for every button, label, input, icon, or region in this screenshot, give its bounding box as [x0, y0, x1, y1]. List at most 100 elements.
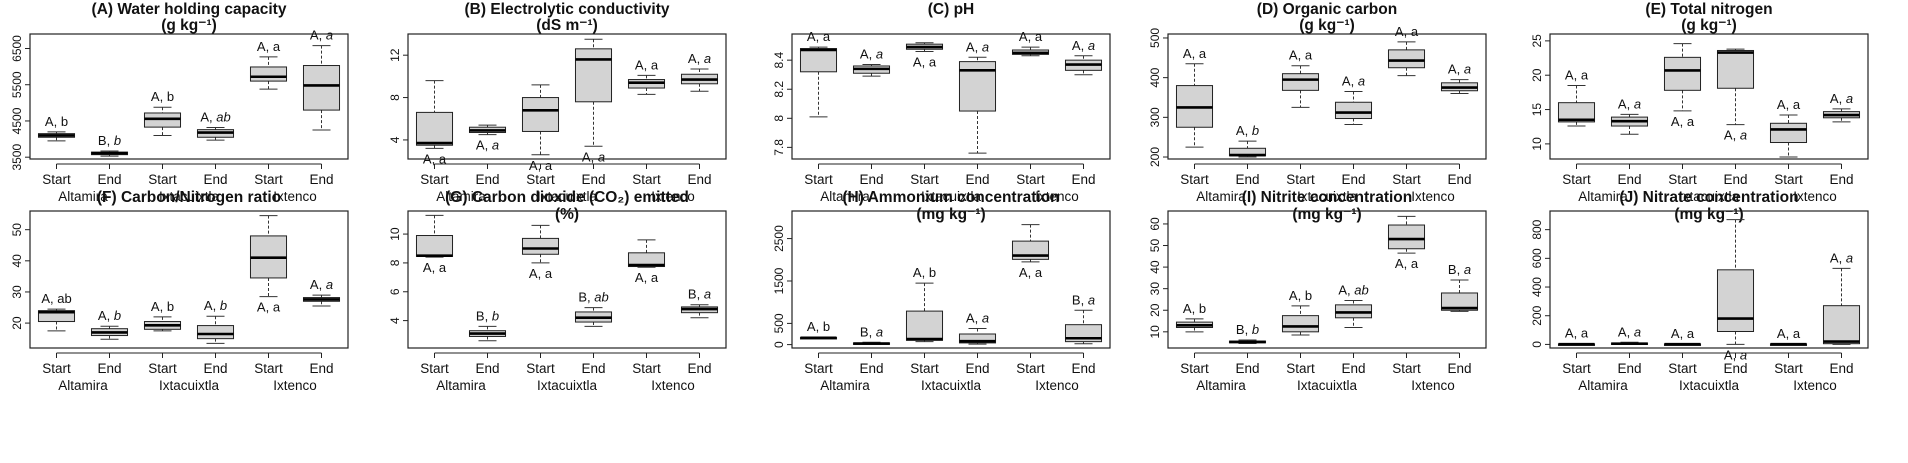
- significance-prefix: A,: [807, 29, 823, 44]
- significance-prefix: A,: [913, 265, 929, 280]
- significance-prefix: A,: [204, 298, 220, 313]
- significance-letter: b: [1252, 322, 1259, 337]
- box-5: A, a: [249, 39, 288, 90]
- significance-letter: a: [545, 158, 553, 173]
- panel-i: (I) Nitrite concentration(mg kg⁻¹) 10 20 30…: [1148, 189, 1487, 393]
- significance-prefix: A,: [1236, 123, 1252, 138]
- x-tick-label: End: [1723, 172, 1747, 187]
- panel-subtitle: (dS m⁻¹): [536, 17, 598, 34]
- plot-frame: [1167, 210, 1487, 349]
- site-label: Ixtenco: [1793, 189, 1837, 204]
- x-tick-label: End: [1235, 172, 1259, 187]
- panel-subtitle: (g kg⁻¹): [1299, 17, 1355, 34]
- box-iqr: [1663, 56, 1702, 91]
- site-label: Ixtenco: [1411, 378, 1455, 393]
- panel-d: (D) Organic carbon(g kg⁻¹) 200 300 400 500 St…: [1148, 1, 1487, 204]
- y-tick-label: 20: [10, 316, 24, 330]
- significance-label: B, a: [688, 287, 711, 302]
- site-label: Ixtenco: [651, 378, 695, 393]
- significance-prefix: A,: [1342, 74, 1358, 89]
- significance-label: A, a: [257, 39, 281, 54]
- box-iqr: [1387, 49, 1426, 69]
- y-tick-label: 8: [388, 94, 402, 101]
- box-1: A, b: [1175, 301, 1214, 333]
- box-iqr: [1334, 101, 1373, 120]
- box-6: A, a: [302, 28, 341, 131]
- significance-letter: a: [1358, 74, 1365, 89]
- significance-letter: a: [1687, 114, 1695, 129]
- significance-prefix: A,: [913, 54, 929, 69]
- significance-label: A, ab: [1338, 283, 1368, 298]
- box-iqr: [1716, 269, 1755, 333]
- box-4: A, a: [1334, 74, 1373, 125]
- significance-label: B, a: [1072, 292, 1095, 307]
- x-tick-label: Start: [804, 361, 833, 376]
- significance-letter: a: [545, 266, 553, 281]
- box-1: A, a: [1557, 326, 1596, 346]
- significance-label: A, a: [1724, 347, 1747, 362]
- box-iqr: [1281, 315, 1320, 333]
- y-tick-label: 8.4: [772, 51, 786, 68]
- significance-letter: a: [439, 260, 447, 275]
- significance-letter: b: [167, 299, 174, 314]
- y-tick-label: 300: [1148, 107, 1162, 127]
- significance-letter: a: [929, 54, 937, 69]
- box-iqr: [958, 333, 997, 344]
- y-tick-label: 6500: [10, 35, 24, 62]
- y-tick-label: 7.8: [772, 139, 786, 156]
- significance-prefix: A,: [257, 300, 273, 315]
- significance-letter: b: [1252, 123, 1259, 138]
- significance-label: A, a: [1565, 68, 1589, 83]
- box-iqr: [1387, 224, 1426, 250]
- box-3: A, a: [1663, 326, 1702, 346]
- x-tick-label: End: [203, 361, 227, 376]
- significance-label: A, a: [1395, 256, 1419, 271]
- x-tick-label: End: [203, 172, 227, 187]
- panel-title: (I) Nitrite concentration: [1242, 189, 1413, 206]
- x-tick-label: Start: [804, 172, 833, 187]
- significance-prefix: A,: [151, 89, 167, 104]
- significance-letter: a: [1088, 292, 1095, 307]
- x-tick-label: Start: [1668, 172, 1697, 187]
- significance-letter: b: [61, 114, 68, 129]
- significance-label: A, a: [913, 54, 937, 69]
- significance-prefix: A,: [582, 149, 598, 164]
- y-tick-label: 500: [772, 313, 786, 333]
- box-iqr: [37, 310, 76, 323]
- y-tick-label: 4: [388, 317, 402, 324]
- site-label: Altamira: [58, 189, 108, 204]
- significance-prefix: A,: [1618, 324, 1634, 339]
- y-tick-label: 200: [1530, 305, 1544, 325]
- x-tick-label: End: [1341, 361, 1365, 376]
- box-iqr: [249, 66, 288, 82]
- box-5: A, a: [1011, 224, 1050, 280]
- significance-letter: a: [1305, 48, 1313, 63]
- significance-label: B, a: [1448, 262, 1471, 277]
- significance-letter: a: [1793, 97, 1801, 112]
- significance-prefix: A,: [688, 51, 704, 66]
- site-label: Ixtacuixtla: [1679, 189, 1740, 204]
- significance-letter: a: [1687, 326, 1695, 341]
- significance-letter: a: [1581, 326, 1589, 341]
- y-tick-label: 20: [1530, 68, 1544, 82]
- y-tick-label: 60: [1148, 217, 1162, 231]
- y-tick-label: 25: [1530, 34, 1544, 48]
- x-tick-label: End: [1617, 172, 1641, 187]
- x-tick-label: End: [965, 361, 989, 376]
- significance-prefix: A,: [1724, 347, 1740, 362]
- y-tick-label: 20: [1148, 303, 1162, 317]
- significance-letter: b: [114, 308, 121, 323]
- box-3: A, a: [521, 224, 560, 281]
- significance-label: A, a: [1395, 24, 1419, 39]
- site-label: Ixtenco: [1411, 189, 1455, 204]
- box-2: A, a: [852, 47, 891, 77]
- significance-prefix: A,: [310, 277, 326, 292]
- significance-label: A, a: [1289, 48, 1313, 63]
- box-3: A, a: [521, 84, 560, 173]
- y-tick-label: 40: [10, 254, 24, 268]
- significance-label: B, b: [1236, 322, 1259, 337]
- box-iqr: [799, 48, 838, 73]
- significance-label: A, b: [151, 299, 174, 314]
- y-tick-label: 40: [1148, 260, 1162, 274]
